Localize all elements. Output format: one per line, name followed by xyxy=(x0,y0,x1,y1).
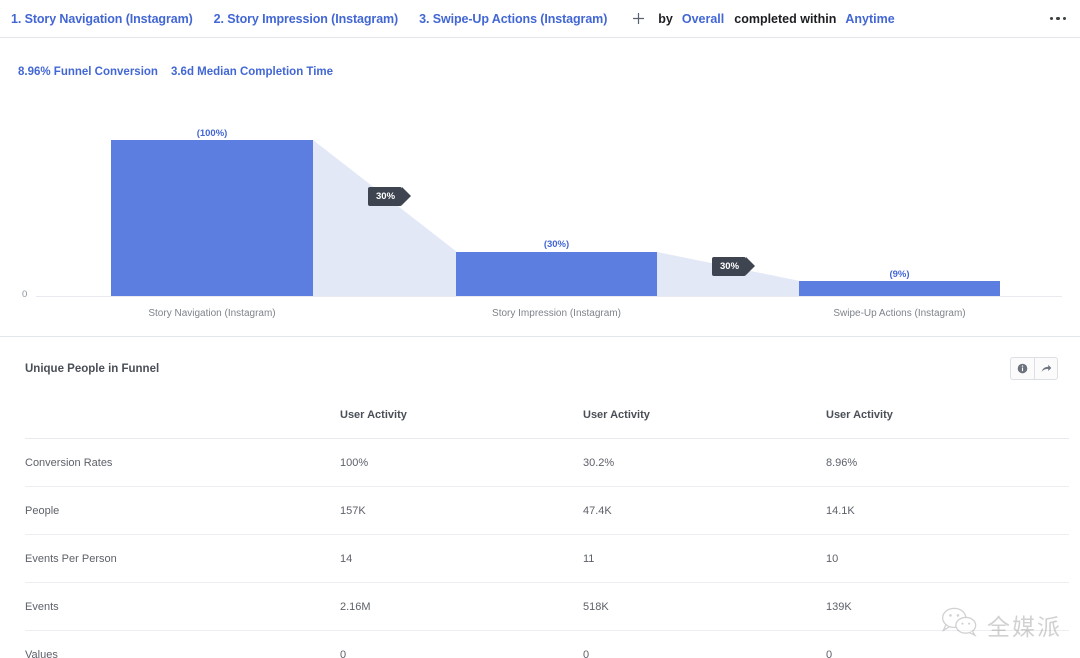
share-arrow-icon[interactable] xyxy=(1034,358,1057,379)
plus-icon[interactable] xyxy=(628,9,648,29)
row-value: 100% xyxy=(340,438,583,487)
breakdown-selector[interactable]: Overall xyxy=(681,11,725,26)
median-completion-time-metric[interactable]: 3.6d Median Completion Time xyxy=(170,66,334,78)
by-label: by xyxy=(658,11,673,26)
funnel-summary-metrics: 8.96% Funnel Conversion 3.6d Median Comp… xyxy=(18,66,346,78)
funnel-dropoff-badge-2: 30% xyxy=(712,257,756,276)
row-value: 0 xyxy=(583,649,590,658)
funnel-bar-2[interactable] xyxy=(456,252,657,297)
funnel-chart: (100%) (30%) (9%) 30% 30% 0 Story Naviga… xyxy=(0,110,1080,335)
row-value: 518K xyxy=(583,582,826,631)
table-col-header-0 xyxy=(25,399,340,439)
funnel-dropoff-badge-1: 30% xyxy=(368,187,412,206)
funnel-step-1[interactable]: 1. Story Navigation (Instagram) xyxy=(11,11,193,26)
row-label: Events Per Person xyxy=(25,534,340,583)
row-value: 2.16M xyxy=(340,582,583,631)
funnel-category-label-2: Story Impression (Instagram) xyxy=(492,308,621,319)
funnel-chart-plot: (100%) (30%) (9%) 30% 30% 0 xyxy=(0,110,1080,300)
funnel-step-2[interactable]: 2. Story Impression (Instagram) xyxy=(213,11,399,26)
table-col-header-3: User Activity xyxy=(826,399,1069,439)
table-col-header-2: User Activity xyxy=(583,399,826,439)
funnel-bar-1-value-label: (100%) xyxy=(196,128,228,139)
table-row: People 157K 47.4K 14.1K xyxy=(25,486,1069,535)
funnel-conversion-metric[interactable]: 8.96% Funnel Conversion xyxy=(18,66,158,78)
row-label: Values xyxy=(25,649,58,658)
funnel-connector-1-2 xyxy=(313,140,457,297)
row-value: 139K xyxy=(826,582,1069,631)
time-window-selector[interactable]: Anytime xyxy=(845,11,895,26)
funnel-category-label-3: Swipe-Up Actions (Instagram) xyxy=(833,308,966,319)
funnel-bar-3[interactable] xyxy=(799,281,1000,297)
unique-people-panel: Unique People in Funnel User Activity xyxy=(0,336,1080,658)
row-value: 11 xyxy=(583,534,826,583)
row-value: 8.96% xyxy=(826,438,1069,487)
completed-within-label: completed within xyxy=(734,11,837,26)
row-value: 0 xyxy=(340,649,347,658)
table-header-row: User Activity User Activity User Activit… xyxy=(25,399,1069,439)
table-col-header-1: User Activity xyxy=(340,399,583,439)
row-label: Conversion Rates xyxy=(25,438,340,487)
row-value: 47.4K xyxy=(583,486,826,535)
panel-action-group xyxy=(1010,357,1058,380)
funnel-step-3[interactable]: 3. Swipe-Up Actions (Instagram) xyxy=(419,11,608,26)
funnel-bar-1[interactable] xyxy=(111,140,313,297)
row-value: 0 xyxy=(826,649,833,658)
panel-header: Unique People in Funnel xyxy=(25,357,1058,380)
panel-title: Unique People in Funnel xyxy=(25,362,160,375)
row-value: 10 xyxy=(826,534,1069,583)
funnel-bar-2-value-label: (30%) xyxy=(543,239,570,250)
kebab-menu-icon[interactable] xyxy=(1046,11,1071,27)
funnel-metrics-table: User Activity User Activity User Activit… xyxy=(25,399,1069,658)
funnel-bar-3-value-label: (9%) xyxy=(889,269,910,280)
table-row: Conversion Rates 100% 30.2% 8.96% xyxy=(25,438,1069,487)
table-row: Events 2.16M 518K 139K xyxy=(25,582,1069,631)
table-row: Values 0 0 0 xyxy=(25,631,1069,658)
info-icon[interactable] xyxy=(1011,358,1034,379)
row-value: 14.1K xyxy=(826,486,1069,535)
funnel-category-label-1: Story Navigation (Instagram) xyxy=(148,308,276,319)
y-axis-zero-label: 0 xyxy=(22,289,28,300)
row-label: Events xyxy=(25,582,340,631)
row-label: People xyxy=(25,486,340,535)
table-row: Events Per Person 14 11 10 xyxy=(25,534,1069,583)
row-value: 157K xyxy=(340,486,583,535)
chart-baseline xyxy=(36,296,1062,297)
row-value: 30.2% xyxy=(583,438,826,487)
funnel-step-toolbar: 1. Story Navigation (Instagram) 2. Story… xyxy=(0,0,1080,38)
row-value: 14 xyxy=(340,534,583,583)
